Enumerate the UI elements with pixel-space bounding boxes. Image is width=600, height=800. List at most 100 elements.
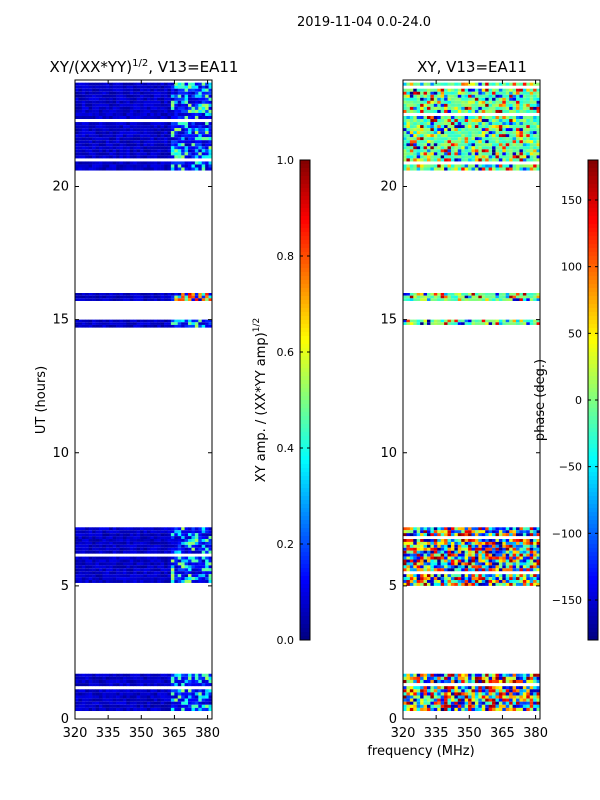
- heatmap-cell: [461, 128, 465, 132]
- heatmap-cell: [157, 161, 161, 165]
- heatmap-cell: [488, 704, 493, 708]
- heatmap-cell: [160, 568, 165, 572]
- heatmap-cell: [92, 676, 96, 680]
- heatmap-cell: [194, 539, 199, 542]
- heatmap-cell: [529, 295, 534, 299]
- heatmap-cell: [126, 106, 131, 110]
- heatmap-cell: [474, 122, 479, 126]
- heatmap-cell: [105, 140, 110, 144]
- heatmap-cell: [495, 103, 500, 107]
- heatmap-cell: [81, 112, 86, 116]
- heatmap-cell: [468, 88, 472, 92]
- heatmap-cell: [485, 559, 489, 563]
- heatmap-cell: [526, 295, 531, 299]
- heatmap-cell: [119, 673, 124, 677]
- heatmap-cell: [471, 707, 476, 712]
- heatmap-cell: [122, 94, 127, 98]
- heatmap-cell: [181, 143, 185, 147]
- heatmap-cell: [198, 109, 203, 113]
- heatmap-cell: [167, 94, 172, 98]
- heatmap-cell: [136, 143, 141, 147]
- heatmap-cell: [119, 544, 124, 548]
- heatmap-cell: [95, 562, 100, 566]
- heatmap-cell: [471, 97, 476, 101]
- heatmap-cell: [505, 106, 510, 110]
- heatmap-cell: [184, 707, 189, 712]
- heatmap-cell: [420, 88, 424, 92]
- heatmap-cell: [102, 155, 107, 159]
- heatmap-cell: [444, 577, 448, 581]
- heatmap-cell: [208, 673, 213, 677]
- heatmap-cell: [188, 298, 192, 301]
- heatmap-cell: [457, 298, 462, 301]
- heatmap-cell: [75, 155, 79, 159]
- heatmap-cell: [416, 100, 421, 104]
- heatmap-cell: [423, 562, 428, 566]
- heatmap-cell: [177, 544, 182, 548]
- heatmap-cell: [447, 137, 452, 141]
- heatmap-cell: [464, 673, 469, 677]
- heatmap-cell: [478, 103, 483, 107]
- heatmap-cell: [526, 695, 531, 699]
- heatmap-cell: [105, 85, 110, 89]
- heatmap-cell: [403, 140, 407, 144]
- heatmap-cell: [440, 704, 445, 708]
- heatmap-cell: [119, 547, 124, 551]
- heatmap-cell: [423, 115, 428, 120]
- heatmap-cell: [150, 676, 155, 680]
- heatmap-cell: [474, 550, 479, 554]
- heatmap-cell: [416, 580, 421, 583]
- heatmap-cell: [174, 683, 179, 687]
- heatmap-cell: [502, 698, 507, 702]
- heatmap-cell: [143, 683, 148, 687]
- heatmap-cell: [509, 559, 513, 563]
- heatmap-cell: [205, 161, 209, 165]
- heatmap-cell: [468, 140, 472, 144]
- heatmap-cell: [85, 574, 89, 578]
- heatmap-cell: [88, 88, 93, 92]
- colorbar-band: [300, 296, 310, 301]
- heatmap-cell: [420, 698, 424, 702]
- heatmap-cell: [133, 97, 137, 101]
- heatmap-cell: [95, 556, 100, 560]
- heatmap-cell: [143, 580, 148, 583]
- heatmap-cell: [403, 167, 407, 171]
- heatmap-cell: [533, 577, 537, 581]
- heatmap-cell: [201, 704, 206, 708]
- heatmap-cell: [208, 131, 213, 135]
- heatmap-cell: [481, 580, 486, 583]
- heatmap-cell: [98, 530, 103, 534]
- heatmap-cell: [478, 707, 483, 712]
- heatmap-cell: [150, 128, 155, 132]
- heatmap-cell: [109, 88, 113, 92]
- heatmap-cell: [406, 131, 411, 135]
- heatmap-cell: [177, 128, 182, 132]
- heatmap-cell: [516, 559, 520, 563]
- heatmap-cell: [433, 673, 438, 677]
- heatmap-cell: [198, 91, 203, 95]
- heatmap-cell: [481, 541, 486, 545]
- heatmap-cell: [75, 100, 79, 104]
- heatmap-cell: [512, 298, 517, 301]
- heatmap-cell: [126, 146, 131, 150]
- heatmap-cell: [157, 88, 161, 92]
- heatmap-cell: [450, 562, 455, 566]
- heatmap-cell: [184, 134, 189, 138]
- heatmap-cell: [88, 695, 93, 699]
- heatmap-cell: [526, 707, 531, 712]
- heatmap-cell: [426, 319, 431, 323]
- heatmap-cell: [406, 673, 411, 677]
- heatmap-cell: [509, 695, 513, 699]
- heatmap-cell: [157, 544, 161, 548]
- heatmap-cell: [146, 155, 151, 159]
- heatmap-cell: [201, 547, 206, 551]
- heatmap-cell: [136, 167, 141, 171]
- heatmap-cell: [116, 679, 120, 684]
- heatmap-cell: [522, 559, 527, 563]
- heatmap-cell: [78, 167, 83, 171]
- heatmap-cell: [416, 125, 421, 129]
- heatmap-cell: [430, 128, 435, 132]
- heatmap-cell: [198, 676, 203, 680]
- heatmap-cell: [198, 115, 203, 120]
- heatmap-cell: [157, 298, 161, 301]
